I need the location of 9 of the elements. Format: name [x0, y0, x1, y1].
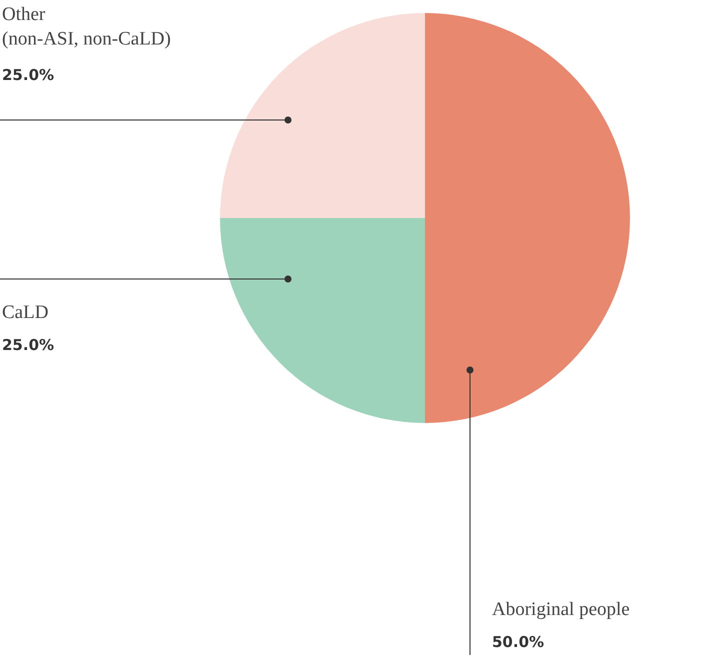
data-label: 50.0% — [492, 633, 544, 651]
data-label: 25.0% — [2, 66, 54, 84]
pie-slice — [220, 13, 425, 218]
data-label: 25.0% — [2, 336, 54, 354]
slice-label: Other (non-ASI, non-CaLD) — [2, 4, 171, 50]
pie-slice — [425, 13, 630, 423]
slice-label: CaLD — [2, 302, 48, 323]
slice-label: Aboriginal people — [492, 599, 630, 620]
pie-slice — [220, 218, 425, 423]
